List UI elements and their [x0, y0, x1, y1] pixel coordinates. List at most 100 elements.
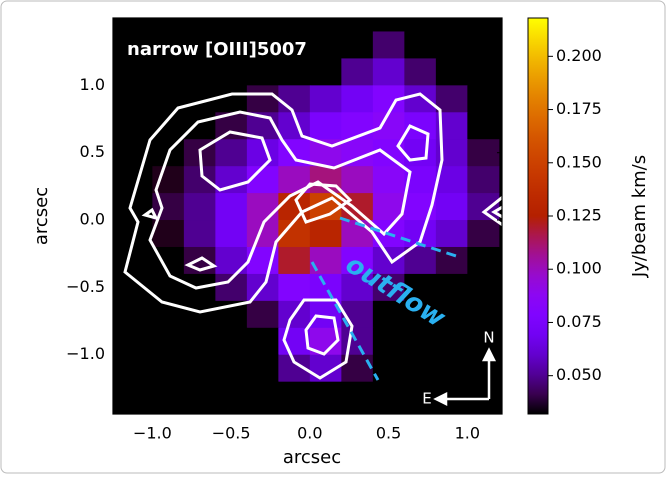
pixel	[310, 31, 342, 58]
pixel	[467, 58, 499, 85]
pixel	[152, 382, 184, 409]
pixel	[310, 274, 342, 301]
pixel	[184, 382, 216, 409]
pixel	[467, 166, 499, 193]
pixel	[184, 355, 216, 382]
colorbar-tick-label: 0.050	[556, 365, 602, 384]
x-tick-label: −0.5	[212, 424, 251, 443]
pixel	[278, 85, 310, 112]
pixel	[215, 139, 247, 166]
pixel	[278, 247, 310, 274]
pixel	[436, 58, 468, 85]
pixel	[467, 301, 499, 328]
pixel	[436, 31, 468, 58]
pixel	[404, 31, 436, 58]
colorbar-label: Jy/beam km/s	[629, 155, 650, 278]
x-tick-label: −1.0	[133, 424, 172, 443]
pixel	[215, 58, 247, 85]
pixel	[310, 220, 342, 247]
pixel	[247, 58, 279, 85]
pixel	[404, 85, 436, 112]
pixel	[215, 220, 247, 247]
pixel	[310, 247, 342, 274]
pixel	[404, 139, 436, 166]
pixel	[310, 382, 342, 409]
pixel	[404, 355, 436, 382]
pixel	[247, 355, 279, 382]
pixel	[121, 274, 153, 301]
y-tick-label: 0.5	[80, 142, 105, 161]
pixel	[373, 31, 405, 58]
pixel	[278, 193, 310, 220]
y-axis-label: arcsec	[31, 187, 52, 245]
pixel	[247, 85, 279, 112]
pixel	[121, 112, 153, 139]
pixel	[341, 85, 373, 112]
pixel	[467, 247, 499, 274]
pixel	[467, 382, 499, 409]
pixel	[467, 274, 499, 301]
pixel	[121, 301, 153, 328]
colorbar-tick-label: 0.175	[556, 99, 602, 118]
pixel	[184, 112, 216, 139]
pixel	[184, 328, 216, 355]
pixel	[373, 382, 405, 409]
colorbar-tick-label: 0.125	[556, 206, 602, 225]
y-tick-label: −1.0	[66, 344, 105, 363]
y-tick-label: −0.5	[66, 277, 105, 296]
pixel	[247, 301, 279, 328]
chart: outflow N E narrow [OIII]5007 arcsec arc…	[0, 0, 666, 474]
pixel	[121, 355, 153, 382]
pixel	[436, 193, 468, 220]
north-label: N	[483, 329, 494, 347]
pixel	[467, 193, 499, 220]
east-label: E	[422, 390, 431, 408]
pixel	[341, 328, 373, 355]
pixel	[310, 112, 342, 139]
pixel	[310, 166, 342, 193]
pixel	[184, 166, 216, 193]
pixel	[467, 85, 499, 112]
pixel	[247, 328, 279, 355]
pixel	[152, 112, 184, 139]
pixel	[215, 355, 247, 382]
pixel	[152, 58, 184, 85]
pixel	[467, 112, 499, 139]
pixel	[404, 58, 436, 85]
pixel	[121, 85, 153, 112]
pixel	[373, 166, 405, 193]
pixel	[341, 382, 373, 409]
pixel	[215, 247, 247, 274]
pixel	[184, 193, 216, 220]
pixel	[436, 328, 468, 355]
pixel	[373, 328, 405, 355]
pixel	[278, 58, 310, 85]
pixel	[278, 274, 310, 301]
pixel	[341, 166, 373, 193]
pixel	[373, 112, 405, 139]
x-tick-label: 1.0	[455, 424, 480, 443]
chart-title: narrow [OIII]5007	[127, 39, 307, 60]
pixel	[215, 382, 247, 409]
pixel	[121, 382, 153, 409]
pixel	[310, 85, 342, 112]
pixel	[152, 328, 184, 355]
colorbar-tick-label: 0.200	[556, 46, 602, 65]
pixel	[373, 58, 405, 85]
pixel	[184, 58, 216, 85]
x-tick-label: 0.0	[297, 424, 322, 443]
pixel	[215, 193, 247, 220]
pixel	[121, 58, 153, 85]
y-tick-label: 1.0	[80, 75, 105, 94]
pixel	[184, 220, 216, 247]
pixel	[215, 328, 247, 355]
pixel	[436, 220, 468, 247]
colorbar-tick-label: 0.075	[556, 312, 602, 331]
pixel	[436, 274, 468, 301]
colorbar-tick-label: 0.150	[556, 152, 602, 171]
x-axis-label: arcsec	[283, 447, 341, 468]
pixel	[152, 355, 184, 382]
pixel	[467, 220, 499, 247]
pixel	[184, 301, 216, 328]
pixel	[467, 139, 499, 166]
